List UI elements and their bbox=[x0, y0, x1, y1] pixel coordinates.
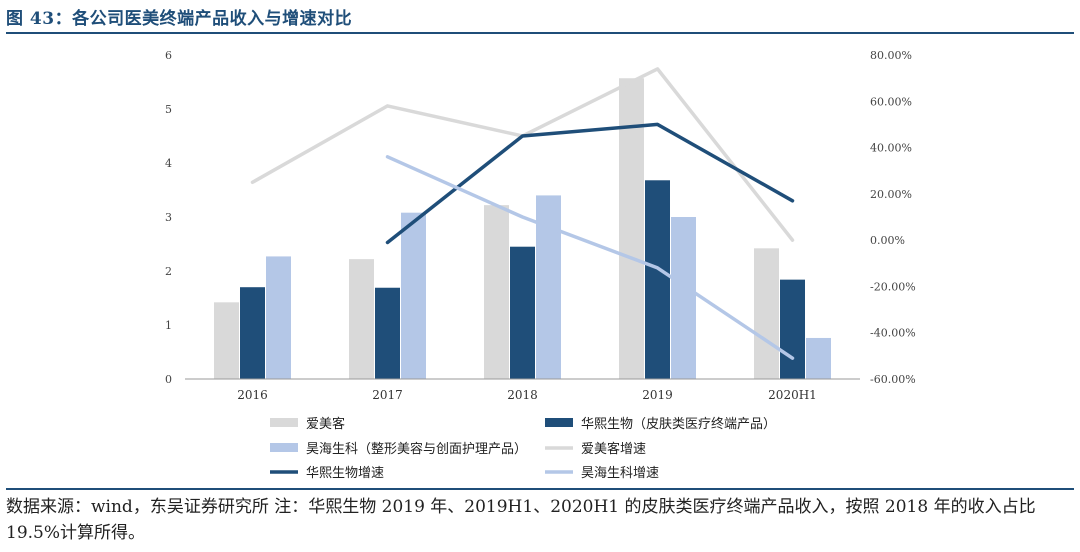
bar bbox=[266, 256, 291, 379]
left-axis-tick-label: 3 bbox=[165, 211, 172, 224]
bar bbox=[619, 78, 644, 379]
legend-label: 昊海生科（整形美容与创面护理产品） bbox=[306, 441, 527, 457]
legend-label: 昊海生科增速 bbox=[581, 466, 659, 481]
right-axis-tick-label: 0.00% bbox=[870, 234, 905, 247]
bar bbox=[349, 259, 374, 379]
right-axis-tick-label: -20.00% bbox=[870, 280, 916, 293]
figure-title: 图 43：各公司医美终端产品收入与增速对比 bbox=[6, 9, 353, 29]
legend-swatch-bar bbox=[270, 418, 298, 427]
bar bbox=[240, 287, 265, 379]
bar bbox=[671, 217, 696, 379]
series-line bbox=[385, 122, 795, 245]
bar bbox=[645, 180, 670, 379]
right-axis-tick-label: 60.00% bbox=[870, 95, 912, 108]
legend-label: 华熙生物增速 bbox=[306, 466, 384, 481]
left-axis-tick-label: 5 bbox=[165, 103, 172, 116]
right-axis-tick-label: 20.00% bbox=[870, 188, 912, 201]
bar bbox=[484, 205, 509, 379]
category-label: 2016 bbox=[237, 388, 268, 402]
source-note: 数据来源：wind，东吴证券研究所 注：华熙生物 2019 年、2019H1、2… bbox=[6, 497, 1036, 543]
category-label: 2017 bbox=[372, 388, 403, 402]
legend-label: 华熙生物（皮肤类医疗终端产品） bbox=[581, 416, 776, 432]
left-axis-tick-label: 0 bbox=[165, 373, 172, 386]
bar bbox=[806, 337, 831, 379]
right-axis-tick-label: -60.00% bbox=[870, 373, 916, 386]
bar bbox=[510, 246, 535, 379]
category-label: 2018 bbox=[507, 388, 538, 402]
source-rule bbox=[6, 488, 1074, 490]
left-axis-tick-label: 4 bbox=[165, 157, 172, 170]
legend-swatch-bar bbox=[545, 418, 573, 427]
bar bbox=[214, 302, 239, 379]
left-axis-tick-label: 1 bbox=[165, 319, 172, 332]
title-rule bbox=[6, 32, 1074, 34]
bar bbox=[754, 248, 779, 379]
legend-swatch-bar bbox=[270, 443, 298, 452]
right-axis-tick-label: 80.00% bbox=[870, 49, 912, 62]
category-label: 2020H1 bbox=[768, 388, 817, 402]
left-axis-tick-label: 6 bbox=[165, 49, 172, 62]
legend-label: 爱美客增速 bbox=[581, 441, 646, 457]
bar bbox=[375, 287, 400, 379]
series-line bbox=[385, 155, 795, 360]
left-axis-tick-label: 2 bbox=[165, 265, 172, 278]
chart: 0 1 2 3 4 5 6 -60.00% -40.00% -20.00% 0.00% 20.00% 4… bbox=[165, 49, 916, 481]
right-axis-tick-label: 40.00% bbox=[870, 142, 912, 155]
right-axis-tick-label: -40.00% bbox=[870, 327, 916, 340]
legend-label: 爱美客 bbox=[306, 416, 345, 432]
bar bbox=[780, 279, 805, 379]
category-label: 2019 bbox=[642, 388, 673, 402]
bar bbox=[401, 212, 426, 379]
